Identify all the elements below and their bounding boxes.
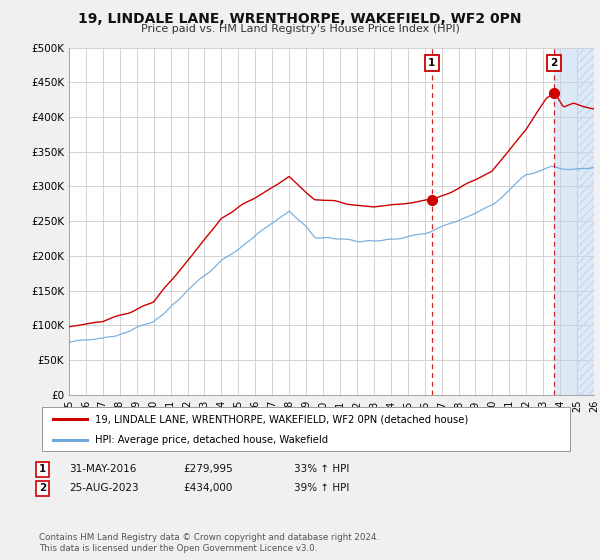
Text: 33% ↑ HPI: 33% ↑ HPI (294, 464, 349, 474)
Bar (577, 48, 600, 395)
Text: 2: 2 (39, 483, 46, 493)
Text: £279,995: £279,995 (183, 464, 233, 474)
Bar (554, 48, 600, 395)
Text: 2: 2 (551, 58, 558, 68)
Text: 1: 1 (428, 58, 436, 68)
Text: HPI: Average price, detached house, Wakefield: HPI: Average price, detached house, Wake… (95, 435, 328, 445)
Text: Contains HM Land Registry data © Crown copyright and database right 2024.
This d: Contains HM Land Registry data © Crown c… (39, 533, 379, 553)
Text: 1: 1 (39, 464, 46, 474)
Text: 19, LINDALE LANE, WRENTHORPE, WAKEFIELD, WF2 0PN: 19, LINDALE LANE, WRENTHORPE, WAKEFIELD,… (78, 12, 522, 26)
Text: 19, LINDALE LANE, WRENTHORPE, WAKEFIELD, WF2 0PN (detached house): 19, LINDALE LANE, WRENTHORPE, WAKEFIELD,… (95, 414, 468, 424)
Text: £434,000: £434,000 (183, 483, 232, 493)
Text: 25-AUG-2023: 25-AUG-2023 (69, 483, 139, 493)
Text: Price paid vs. HM Land Registry's House Price Index (HPI): Price paid vs. HM Land Registry's House … (140, 24, 460, 34)
Text: 39% ↑ HPI: 39% ↑ HPI (294, 483, 349, 493)
Text: 31-MAY-2016: 31-MAY-2016 (69, 464, 136, 474)
